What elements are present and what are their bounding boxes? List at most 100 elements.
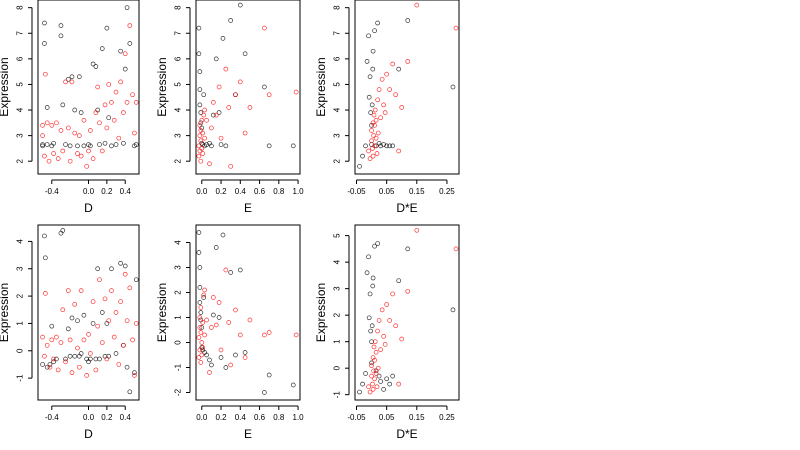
x-tick-label: 0.6 bbox=[254, 187, 266, 196]
data-point bbox=[122, 66, 128, 72]
data-point bbox=[42, 41, 47, 46]
series-black bbox=[196, 2, 296, 149]
chart-panel-4: -0.4 0.0 0.2 0.4 D -1 0 1 2 3 4 Expression bbox=[0, 224, 140, 441]
x-tick-label: 0.6 bbox=[254, 413, 266, 422]
data-point bbox=[370, 283, 376, 289]
data-point bbox=[197, 285, 203, 290]
data-point bbox=[42, 353, 47, 359]
data-point bbox=[366, 315, 372, 321]
data-point bbox=[60, 228, 66, 233]
x-tick-label: -0.4 bbox=[45, 187, 59, 196]
data-point bbox=[202, 107, 208, 113]
data-point bbox=[199, 117, 205, 123]
data-point bbox=[242, 130, 248, 136]
data-point bbox=[65, 288, 71, 293]
data-point bbox=[372, 339, 378, 345]
data-point bbox=[204, 142, 209, 147]
data-point bbox=[369, 138, 374, 144]
data-point bbox=[378, 115, 383, 121]
data-point bbox=[396, 66, 402, 72]
data-point bbox=[93, 110, 99, 115]
data-point bbox=[370, 48, 376, 54]
data-point bbox=[218, 347, 224, 353]
x-tick-label: 0.15 bbox=[409, 187, 425, 196]
data-point bbox=[78, 110, 84, 115]
y-tick-label: 2 bbox=[333, 312, 342, 317]
y-tick-label: 6 bbox=[333, 56, 342, 61]
x-tick-label: 0.05 bbox=[379, 413, 395, 422]
data-point bbox=[109, 266, 114, 272]
data-point bbox=[220, 232, 226, 238]
data-point bbox=[237, 267, 243, 273]
data-point bbox=[396, 148, 402, 154]
data-point bbox=[197, 315, 203, 320]
data-point bbox=[90, 299, 96, 304]
data-point bbox=[40, 142, 45, 147]
data-point bbox=[58, 340, 64, 345]
data-point bbox=[51, 151, 56, 156]
x-axis-title: D bbox=[84, 201, 93, 215]
x-axis-title: E bbox=[244, 427, 252, 441]
series-black bbox=[357, 241, 456, 395]
data-point bbox=[99, 310, 105, 315]
x-tick-label: -0.05 bbox=[347, 187, 366, 196]
x-axis-title: E bbox=[244, 201, 252, 215]
data-point bbox=[40, 334, 45, 340]
data-point bbox=[247, 105, 253, 110]
data-point bbox=[200, 345, 206, 350]
data-point bbox=[127, 23, 133, 28]
data-point bbox=[414, 2, 420, 8]
data-point bbox=[198, 110, 204, 115]
data-point bbox=[262, 25, 267, 31]
data-point bbox=[67, 143, 73, 149]
y-tick-label: 7 bbox=[174, 30, 183, 35]
data-point bbox=[375, 365, 381, 371]
data-point bbox=[196, 355, 202, 360]
data-point bbox=[384, 71, 390, 77]
data-point bbox=[379, 76, 385, 82]
data-point bbox=[390, 373, 396, 379]
x-tick-label: 0.8 bbox=[273, 187, 285, 196]
data-point bbox=[93, 367, 99, 373]
data-point bbox=[116, 135, 122, 141]
data-point bbox=[266, 92, 272, 98]
data-point bbox=[370, 120, 376, 126]
data-point bbox=[69, 370, 75, 376]
data-point bbox=[363, 143, 368, 149]
data-point bbox=[75, 318, 80, 324]
data-point bbox=[132, 130, 137, 136]
x-tick-label: 0.15 bbox=[409, 413, 425, 422]
data-point bbox=[84, 163, 90, 169]
data-point bbox=[124, 318, 130, 324]
data-point bbox=[213, 56, 219, 62]
data-point bbox=[228, 362, 234, 368]
data-point bbox=[364, 270, 370, 276]
data-point bbox=[266, 143, 272, 149]
chart-panel-3: -0.05 0.05 0.15 0.25 D*E 2 3 4 5 6 7 8 Expression bbox=[314, 0, 460, 215]
data-point bbox=[367, 156, 373, 161]
data-point bbox=[384, 302, 390, 307]
data-point bbox=[122, 271, 128, 277]
data-point bbox=[218, 142, 224, 147]
y-tick-label: 6 bbox=[16, 56, 25, 61]
data-point bbox=[102, 296, 108, 302]
data-point bbox=[67, 353, 73, 359]
data-point bbox=[375, 130, 381, 136]
data-point bbox=[106, 82, 112, 87]
y-tick-label: 5 bbox=[174, 82, 183, 87]
x-tick-label: 0.0 bbox=[83, 413, 95, 422]
data-point bbox=[376, 140, 382, 146]
data-point bbox=[197, 102, 203, 108]
data-point bbox=[76, 364, 82, 370]
data-point bbox=[78, 351, 84, 356]
data-point bbox=[213, 245, 219, 250]
data-point bbox=[97, 142, 102, 147]
chart-panel-6: -0.05 0.05 0.15 0.25 D*E -1 0 1 2 3 4 5 Expression bbox=[314, 224, 460, 441]
data-point bbox=[233, 352, 238, 358]
y-tick-label: 3 bbox=[16, 133, 25, 138]
data-point bbox=[58, 23, 64, 28]
data-point bbox=[373, 117, 379, 123]
data-point bbox=[133, 321, 139, 326]
y-tick-label: 5 bbox=[333, 82, 342, 87]
data-point bbox=[127, 285, 133, 291]
